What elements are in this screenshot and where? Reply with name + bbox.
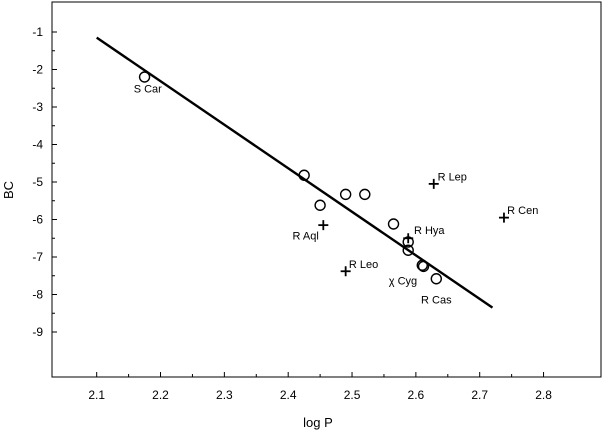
x-tick-label: 2.3 <box>216 388 233 402</box>
plot-frame <box>51 1 602 378</box>
circle-point <box>416 259 428 271</box>
circle-point <box>138 71 151 83</box>
circle-point <box>314 199 326 211</box>
circle-point <box>339 188 352 201</box>
x-tick-label: 2.2 <box>152 388 169 402</box>
y-tick-label: -3 <box>32 100 43 114</box>
plus-point <box>318 220 329 231</box>
y-tick-label: -5 <box>32 175 43 189</box>
x-tick-label: 2.7 <box>471 388 488 402</box>
x-axis-title: log P <box>303 415 333 430</box>
circle-point <box>359 188 371 201</box>
y-tick-label: -7 <box>32 250 43 264</box>
circle-point <box>430 273 442 285</box>
plus-point <box>340 266 351 277</box>
plus-point <box>498 212 509 223</box>
star-label: R Cen <box>507 205 538 217</box>
plus-point <box>428 178 439 189</box>
y-tick-label: -4 <box>32 138 43 152</box>
y-tick-label: -1 <box>32 25 43 39</box>
star-label: R Hya <box>414 225 445 237</box>
x-tick-label: 2.4 <box>280 388 297 402</box>
star-label: R Leo <box>349 259 378 271</box>
circle-point <box>402 244 414 256</box>
star-label: R Aql <box>293 230 319 242</box>
fit-line-group <box>96 36 494 309</box>
plus-point <box>403 233 414 244</box>
x-tick-label: 2.5 <box>344 388 361 402</box>
fit-line <box>96 36 494 309</box>
circle-point <box>417 260 430 273</box>
star-label: R Cas <box>421 294 452 306</box>
x-tick-label: 2.1 <box>88 388 105 402</box>
star-label: S Car <box>134 83 162 95</box>
data-points <box>138 71 509 285</box>
x-tick-label: 2.8 <box>535 388 552 402</box>
star-label: R Lep <box>438 171 467 183</box>
star-labels: S Car R Lep R Cen R Aql R Hya R Leo χ Cyg R Cas <box>134 83 539 306</box>
y-tick-label: -2 <box>32 63 43 77</box>
y-axis-title: BC <box>1 181 16 199</box>
circle-point <box>298 169 310 181</box>
y-tick-label: -8 <box>32 288 43 302</box>
x-tick-label: 2.6 <box>408 388 425 402</box>
star-label: χ Cyg <box>389 275 417 287</box>
y-tick-label: -9 <box>32 325 43 339</box>
axis-ticks: 2.1 2.2 2.3 2.4 2.5 2.6 2.7 2.8 -1 -2 -3 -4 -5 -6 -7 -8… <box>32 25 552 402</box>
y-tick-label: -6 <box>32 213 43 227</box>
circle-point <box>387 218 400 230</box>
